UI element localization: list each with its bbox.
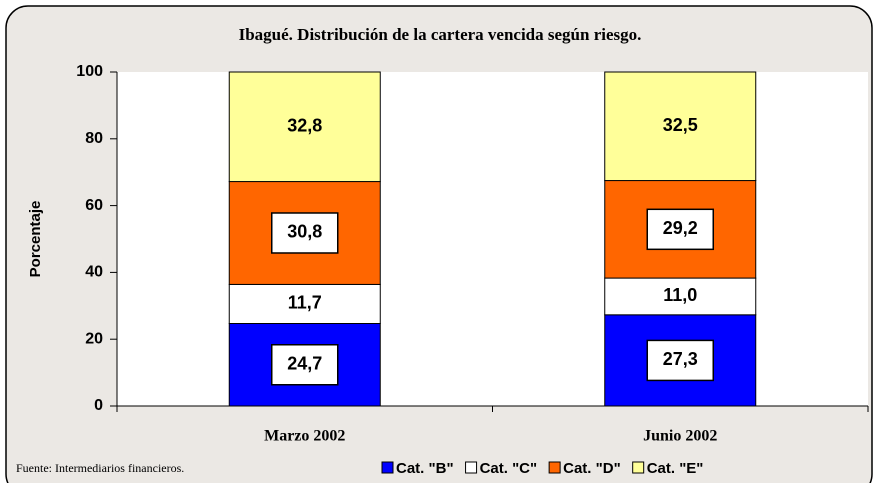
data-label-box [646, 208, 714, 251]
y-tick-label: 20 [85, 330, 103, 347]
data-label-box [646, 339, 714, 382]
data-label: 32,8 [287, 116, 322, 136]
legend-label: Cat. "D" [563, 460, 621, 477]
y-axis-label: Porcentaje [27, 201, 44, 278]
y-tick-label: 0 [94, 397, 103, 414]
legend-swatch [381, 461, 394, 474]
bar-segment [228, 283, 381, 325]
data-label: 30,8 [287, 222, 322, 242]
legend-label: Cat. "E" [647, 460, 704, 477]
legend-label: Cat. "B" [396, 460, 454, 477]
data-label: 32,5 [663, 115, 698, 135]
legend-swatch [632, 461, 645, 474]
x-tick-label: Junio 2002 [643, 428, 717, 445]
source-note: Fuente: Intermediarios financieros. [16, 461, 184, 475]
data-label: 11,7 [288, 293, 322, 313]
y-tick-label: 80 [85, 130, 103, 147]
data-label: 11,0 [663, 285, 697, 305]
legend-label: Cat. "C" [480, 460, 538, 477]
bar-segment [604, 277, 757, 316]
x-tick-label: Marzo 2002 [264, 428, 345, 445]
y-tick-label: 40 [85, 264, 103, 281]
data-label: 24,7 [287, 354, 322, 374]
bar-segment [604, 314, 757, 407]
y-tick-label: 60 [85, 197, 103, 214]
bar-segment [228, 71, 381, 183]
y-tick-label: 100 [76, 63, 103, 80]
data-label: 29,2 [663, 218, 698, 238]
legend-swatch [465, 461, 478, 474]
legend-swatch [548, 461, 561, 474]
data-label-box [271, 344, 339, 386]
chart-title: Ibagué. Distribución de la cartera venci… [239, 25, 642, 44]
data-label: 27,3 [663, 349, 698, 369]
data-label-box [271, 212, 339, 254]
bar-segment [604, 71, 757, 182]
